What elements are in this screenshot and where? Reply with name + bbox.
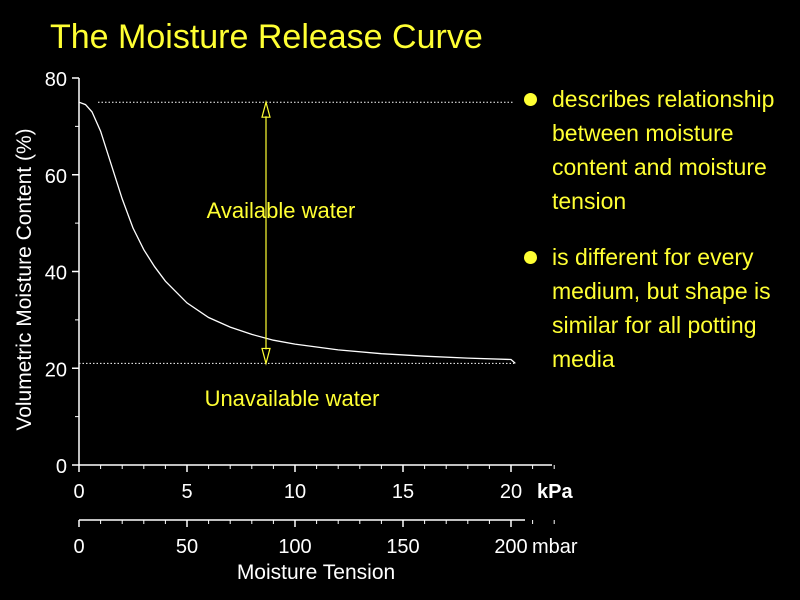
annotation-unavailable-water: Unavailable water (205, 386, 380, 411)
x-tick-label-kpa: 15 (392, 481, 414, 503)
y-tick-label: 80 (45, 69, 67, 91)
bullet-item: describes relationship between moisture … (520, 82, 795, 218)
x-tick-label-kpa: 0 (73, 481, 84, 503)
arrow-up-icon (261, 99, 271, 118)
x-unit-kpa: kPa (537, 481, 573, 503)
x-tick-label-mbar: 0 (73, 536, 84, 558)
x-tick-label-kpa: 5 (181, 481, 192, 503)
x-tick-label-kpa: 20 (500, 481, 522, 503)
slide-title: The Moisture Release Curve (50, 18, 483, 56)
x-tick-label-mbar: 150 (386, 536, 419, 558)
y-tick-label: 60 (45, 166, 67, 188)
x-tick-label-mbar: 100 (278, 536, 311, 558)
x-axis-title: Moisture Tension (237, 561, 395, 584)
bullet-text: is different for every medium, but shape… (552, 244, 771, 372)
moisture-curve (78, 101, 516, 364)
bullet-dot-icon (524, 251, 537, 264)
annotation-available-water: Available water (207, 198, 356, 223)
x-tick-label-mbar: 200 (494, 536, 527, 558)
y-axis-title: Volumetric Moisture Content (%) (13, 128, 36, 430)
bullet-list: describes relationship between moisture … (520, 82, 795, 398)
bullet-dot-icon (524, 93, 537, 106)
y-tick-label: 20 (45, 359, 67, 381)
arrow-down-icon (261, 347, 271, 366)
y-tick-label: 0 (56, 456, 67, 478)
bullet-item: is different for every medium, but shape… (520, 240, 795, 376)
y-tick-label: 40 (45, 263, 67, 285)
x-unit-mbar: mbar (532, 536, 578, 558)
bullet-text: describes relationship between moisture … (552, 86, 775, 214)
x-tick-label-kpa: 10 (284, 481, 306, 503)
x-tick-label-mbar: 50 (176, 536, 198, 558)
